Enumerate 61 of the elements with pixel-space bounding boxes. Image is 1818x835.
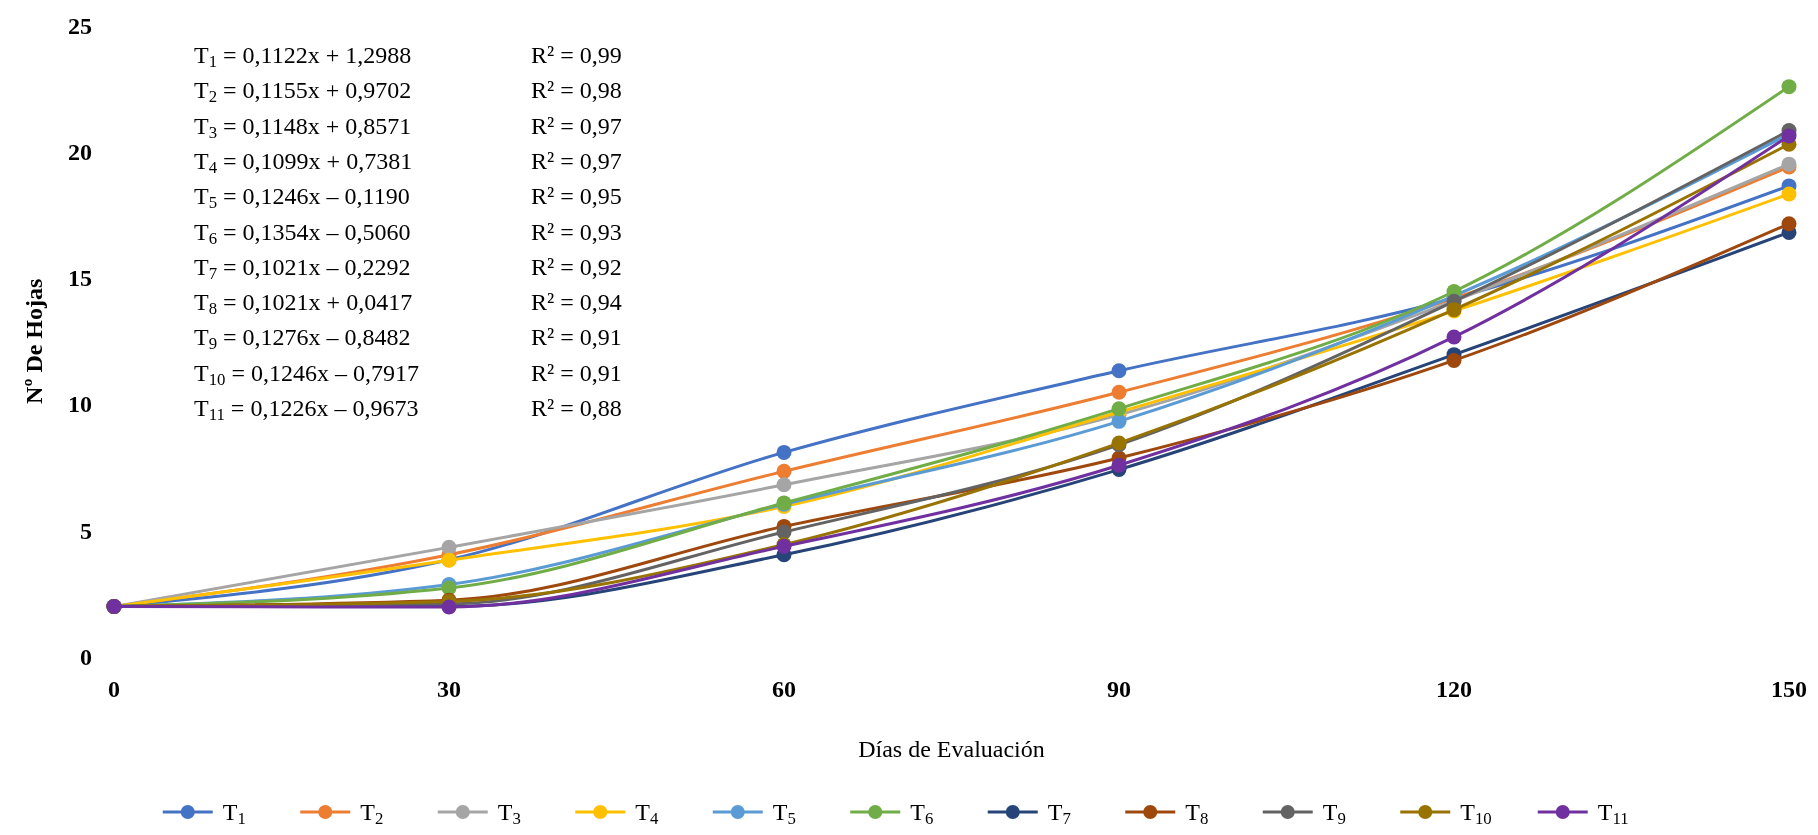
x-tick-label: 30 <box>437 676 461 702</box>
annotation: T$_{7}$ = 0,1021x – 0,2292 <box>194 253 411 284</box>
y-tick-label: 25 <box>68 12 92 39</box>
annotation: T$_{10}$ = 0,1246x – 0,7917 <box>194 359 419 389</box>
point <box>1111 457 1127 473</box>
legend-label: T$_{5}$ <box>772 799 796 829</box>
annotation: T$_{11}$ = 0,1226x – 0,9673 <box>194 395 419 425</box>
legend-label: T$_{6}$ <box>910 799 934 829</box>
point <box>776 444 792 460</box>
legend-label: T$_{10}$ <box>1460 799 1492 829</box>
annotation: R² = 0,93 <box>531 218 622 245</box>
annotation: R² = 0,91 <box>531 324 622 351</box>
point <box>1781 186 1797 202</box>
annotation: T$_{1}$ = 0,1122x + 1,2988 <box>194 42 412 72</box>
annotation: R² = 0,95 <box>531 183 622 210</box>
annotation: R² = 0,97 <box>531 112 622 139</box>
x-tick-label: 0 <box>108 676 120 702</box>
point <box>1111 363 1127 379</box>
y-tick-label: 10 <box>68 391 92 418</box>
point <box>441 539 457 555</box>
annotation: R² = 0,92 <box>531 253 622 280</box>
point <box>776 524 792 540</box>
legend-label: T$_{11}$ <box>1597 799 1629 829</box>
point <box>1781 216 1797 232</box>
legend-label: T$_{4}$ <box>635 799 659 829</box>
y-tick-label: 5 <box>80 517 92 544</box>
annotation: T$_{8}$ = 0,1021x + 0,0417 <box>194 289 413 319</box>
annotation: T$_{3}$ = 0,1148x + 0,8571 <box>194 112 412 142</box>
point <box>1781 79 1797 95</box>
x-tick-label: 90 <box>1107 676 1131 702</box>
x-tick-label: 150 <box>1771 676 1807 702</box>
point <box>1111 384 1127 400</box>
y-tick-label: 20 <box>68 138 92 165</box>
annotation: T$_{9}$ = 0,1276x – 0,8482 <box>194 324 411 354</box>
point <box>1446 329 1462 345</box>
y-tick-label: 15 <box>68 265 92 292</box>
x-tick-label: 60 <box>772 676 796 702</box>
legend-label: T$_{8}$ <box>1185 799 1209 829</box>
annotation: R² = 0,97 <box>531 147 622 174</box>
point <box>1446 352 1462 368</box>
annotation: R² = 0,91 <box>531 359 622 386</box>
legend-label: T$_{3}$ <box>497 799 521 829</box>
legend-label: T$_{1}$ <box>222 799 246 829</box>
point <box>776 463 792 479</box>
y-tick-label: 0 <box>80 644 92 670</box>
point <box>1111 413 1127 429</box>
x-tick-label: 120 <box>1436 676 1472 702</box>
annotation: T$_{2}$ = 0,1155x + 0,9702 <box>194 77 412 107</box>
legend-label: T$_{7}$ <box>1047 799 1071 829</box>
legend-label: T$_{9}$ <box>1322 799 1346 829</box>
annotation: T$_{4}$ = 0,1099x + 0,7381 <box>194 147 413 178</box>
annotation: R² = 0,98 <box>531 77 622 104</box>
annotation: R² = 0,94 <box>531 289 622 316</box>
annotation: R² = 0,88 <box>531 395 622 421</box>
annotation: T$_{6}$ = 0,1354x – 0,5060 <box>194 218 411 248</box>
legend-label: T$_{2}$ <box>360 799 384 829</box>
point <box>776 477 792 493</box>
annotation: T$_{5}$ = 0,1246x – 0,1190 <box>194 183 410 213</box>
x-axis-title: Días de Evaluación <box>858 736 1045 762</box>
y-axis-title: Nº De Hojas <box>21 278 47 404</box>
annotation: R² = 0,99 <box>531 42 622 68</box>
